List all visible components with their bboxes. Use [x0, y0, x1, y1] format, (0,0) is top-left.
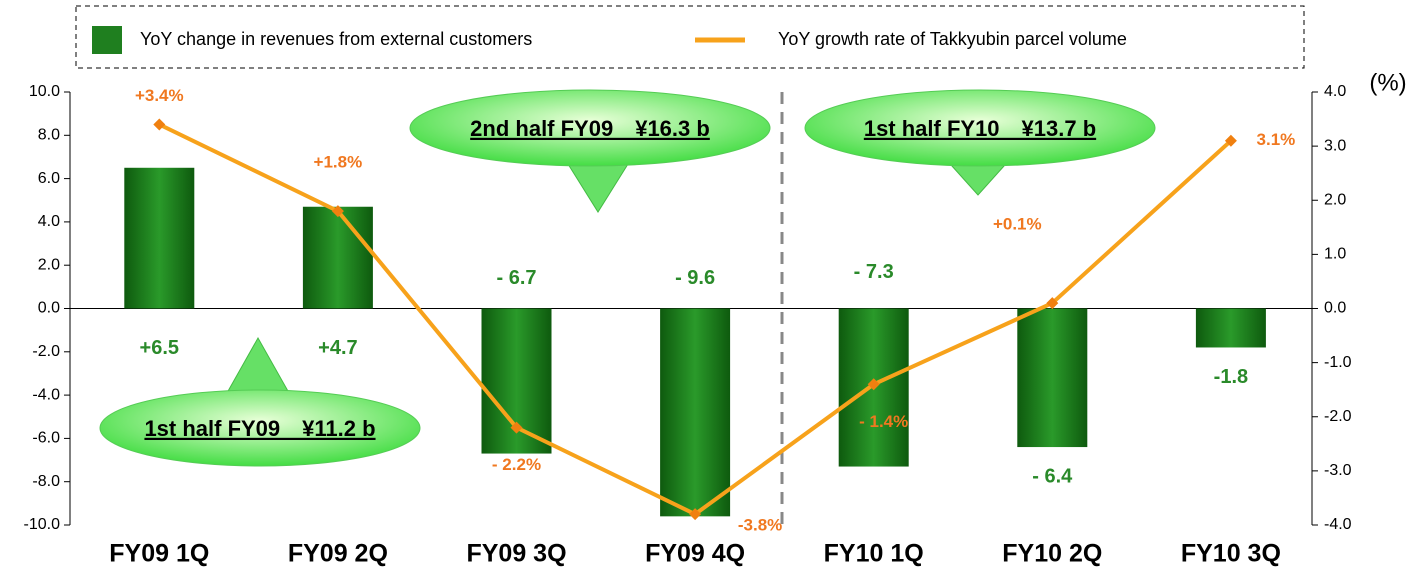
bar [1017, 308, 1088, 448]
y-tick-label: -4.0 [32, 386, 60, 403]
y-tick-label: 8.0 [38, 127, 60, 144]
bar-label: - 6.4 [1032, 465, 1073, 487]
bar-label: - 7.3 [854, 261, 894, 283]
callout-text: 1st half FY09 ¥11.2 b [144, 416, 375, 441]
bar-label: -1.8 [1214, 366, 1248, 388]
y-tick-label: -8.0 [32, 473, 60, 490]
x-tick-label: FY10 2Q [1002, 540, 1102, 568]
legend-swatch [92, 26, 122, 54]
bar [124, 167, 195, 309]
bar-label: - 9.6 [675, 267, 715, 289]
y2-tick-label: 4.0 [1324, 83, 1346, 100]
line-label: - 2.2% [492, 455, 541, 474]
line-label: +1.8% [314, 153, 363, 172]
legend-label: YoY growth rate of Takkyubin parcel volu… [778, 29, 1127, 49]
callout [99, 389, 421, 467]
y-tick-label: -10.0 [24, 516, 61, 533]
y2-tick-label: 1.0 [1324, 246, 1346, 263]
y-tick-label: 4.0 [38, 213, 60, 230]
line-marker [1046, 297, 1059, 310]
callout-text: 2nd half FY09 ¥16.3 b [470, 116, 710, 141]
x-tick-label: FY10 3Q [1181, 540, 1281, 568]
line-marker [1224, 134, 1237, 147]
bar-label: - 6.7 [496, 267, 536, 289]
y2-tick-label: 2.0 [1324, 191, 1346, 208]
line-label: -3.8% [738, 516, 782, 535]
y2-tick-label: -1.0 [1324, 354, 1352, 371]
callout [409, 89, 771, 167]
x-tick-label: FY10 1Q [824, 540, 924, 568]
y-tick-label: 6.0 [38, 170, 60, 187]
y-tick-label: 10.0 [29, 83, 60, 100]
bar-label: +4.7 [318, 337, 357, 359]
callout [804, 89, 1156, 167]
y2-tick-label: -3.0 [1324, 462, 1352, 479]
legend-label: YoY change in revenues from external cus… [140, 29, 532, 49]
bar [660, 308, 731, 517]
line-marker [510, 421, 523, 434]
y-tick-label: -6.0 [32, 430, 60, 447]
y-tick-label: 2.0 [38, 256, 60, 273]
line-label: 3.1% [1257, 130, 1296, 149]
line-marker [153, 118, 166, 131]
line-label: - 1.4% [859, 412, 908, 431]
y2-tick-label: -2.0 [1324, 408, 1352, 425]
y2-tick-label: 0.0 [1324, 300, 1346, 317]
legend-box [75, 5, 1305, 69]
bar-label: +6.5 [140, 337, 179, 359]
line-label: +0.1% [993, 215, 1042, 234]
line-marker [689, 508, 702, 521]
y2-tick-label: 3.0 [1324, 137, 1346, 154]
y-tick-label: -2.0 [32, 343, 60, 360]
x-tick-label: FY09 2Q [288, 540, 388, 568]
line-marker [867, 378, 880, 391]
line-marker [331, 205, 344, 218]
y2-tick-label: -4.0 [1324, 516, 1352, 533]
line-label: +3.4% [135, 86, 184, 105]
y-tick-label: 0.0 [38, 300, 60, 317]
x-tick-label: FY09 1Q [109, 540, 209, 568]
callout-text: 1st half FY10 ¥13.7 b [864, 116, 1096, 141]
bar [1195, 308, 1266, 348]
bar [302, 206, 373, 309]
x-tick-label: FY09 4Q [645, 540, 745, 568]
y2-axis-label: (%) [1369, 69, 1406, 96]
x-tick-label: FY09 3Q [466, 540, 566, 568]
